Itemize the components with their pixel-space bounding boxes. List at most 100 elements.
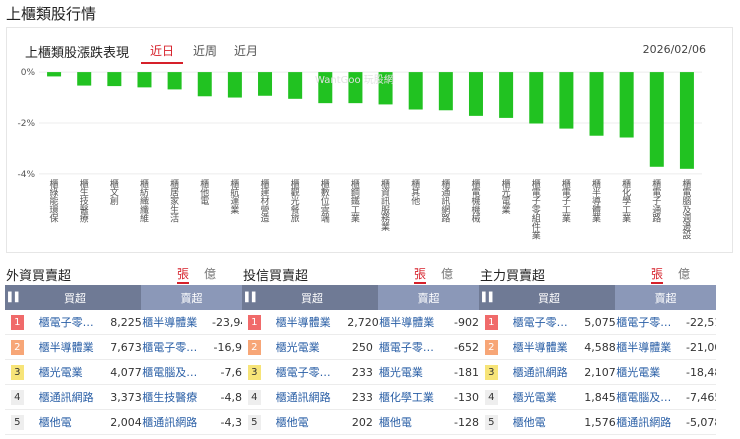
sell-value: -18,482 bbox=[685, 365, 716, 379]
sell-value: -7,6 bbox=[220, 365, 242, 379]
buy-sector-link[interactable]: 櫃他電 bbox=[512, 416, 546, 429]
tab-daily[interactable]: 近日 bbox=[150, 44, 175, 58]
buy-sector-link[interactable]: 櫃半導體業 bbox=[38, 341, 94, 354]
y-tick-label: -4% bbox=[17, 170, 35, 180]
sell-sector-link[interactable]: 櫃生技醫療 bbox=[142, 391, 198, 404]
bar bbox=[468, 72, 483, 116]
x-tick-label: 櫃航運業 bbox=[230, 178, 239, 216]
bar bbox=[649, 72, 664, 167]
bar bbox=[47, 72, 62, 77]
x-tick-label: 櫃資訊服務業 bbox=[381, 178, 390, 233]
x-tick-label: 櫃化學工業 bbox=[622, 178, 631, 224]
sell-value: -181 bbox=[454, 365, 479, 379]
buy-sector-link[interactable]: 櫃半導體業 bbox=[512, 341, 568, 354]
buy-sector-link[interactable]: 櫃電子零… bbox=[38, 316, 94, 329]
bar bbox=[499, 72, 514, 118]
buy-value: 250 bbox=[351, 340, 373, 354]
sell-header: 賣超 bbox=[615, 285, 716, 310]
section-title-main-force: 主力買賣超 bbox=[480, 269, 546, 284]
buy-value: 3,373 bbox=[110, 390, 142, 404]
x-tick-label: 櫃光電業 bbox=[502, 178, 511, 216]
table-row: 1 櫃半導體業 2,720 櫃半導體業 -902 bbox=[242, 310, 479, 335]
sector-bar-chart: 0% -2% -4% 櫃綠能環保 櫃生技醫療 櫃文創 櫃紡織纖維 櫃居家生活 櫃他電 櫃航運業 櫃建… bbox=[17, 68, 702, 242]
buy-sector-link[interactable]: 櫃通訊網路 bbox=[38, 391, 94, 404]
x-tick-label: 櫃綠能環保 bbox=[50, 178, 59, 224]
table-row: 5 櫃他電 2,004 櫃通訊網路 -4,3 bbox=[5, 410, 242, 435]
unit-yi-button[interactable]: 億 bbox=[204, 267, 217, 281]
x-tick-label: 櫃鋼鐵工業 bbox=[351, 178, 360, 224]
x-tick-label: 櫃文創 bbox=[110, 178, 119, 207]
bar-chart-icon: ▌▌ bbox=[8, 292, 22, 303]
sell-value: -21,000 bbox=[685, 340, 716, 354]
unit-zhang-button[interactable]: 張 bbox=[651, 267, 664, 281]
buy-sector-link[interactable]: 櫃電子零… bbox=[512, 316, 568, 329]
sell-sector-link[interactable]: 櫃半導體業 bbox=[379, 316, 435, 329]
buy-sector-link[interactable]: 櫃半導體業 bbox=[275, 316, 331, 329]
unit-yi-button[interactable]: 億 bbox=[678, 267, 691, 281]
table-row: 5 櫃他電 202 櫃他電 -128 bbox=[242, 410, 479, 435]
buy-sector-link[interactable]: 櫃光電業 bbox=[275, 341, 320, 354]
buy-sector-link[interactable]: 櫃他電 bbox=[38, 416, 72, 429]
buy-value: 7,673 bbox=[110, 340, 142, 354]
sell-sector-link[interactable]: 櫃通訊網路 bbox=[616, 416, 672, 429]
sell-header: 賣超 bbox=[141, 285, 242, 310]
main-force-table: ▌▌ 買超 賣超 1 櫃電子零… 5,075 櫃電子零… -22,519 2 櫃… bbox=[479, 285, 716, 435]
rank-badge: 4 bbox=[485, 389, 498, 405]
x-tick-label: 櫃半導體業 bbox=[592, 178, 601, 224]
x-tick-label: 櫃電子零組件業 bbox=[532, 178, 541, 242]
buy-sector-link[interactable]: 櫃通訊網路 bbox=[512, 366, 568, 379]
sell-value: -902 bbox=[454, 315, 479, 329]
x-tick-label: 櫃建材營造 bbox=[261, 178, 270, 224]
tab-weekly[interactable]: 近周 bbox=[193, 44, 218, 58]
buy-value: 1,576 bbox=[584, 415, 616, 429]
sell-value: -4,3 bbox=[220, 415, 242, 429]
rank-badge: 2 bbox=[248, 339, 261, 355]
sell-sector-link[interactable]: 櫃化學工業 bbox=[378, 391, 434, 404]
sell-sector-link[interactable]: 櫃他電 bbox=[378, 416, 412, 429]
y-tick-label: -2% bbox=[17, 119, 35, 129]
sell-sector-link[interactable]: 櫃電子零… bbox=[142, 341, 198, 354]
x-tick-label: 櫃居家生活 bbox=[170, 178, 179, 224]
sell-sector-link[interactable]: 櫃通訊網路 bbox=[142, 416, 198, 429]
rank-badge: 5 bbox=[485, 414, 498, 430]
buy-sector-link[interactable]: 櫃他電 bbox=[275, 416, 309, 429]
buy-sector-link[interactable]: 櫃光電業 bbox=[38, 366, 83, 379]
rank-badge: 5 bbox=[11, 414, 24, 430]
sector-chart-card: 0% -2% -4% 櫃綠能環保 櫃生技醫療 櫃文創 櫃紡織纖維 櫃居家生活 櫃他電 櫃航運業 櫃建… bbox=[6, 27, 733, 253]
table-row: 3 櫃通訊網路 2,107 櫃光電業 -18,482 bbox=[479, 360, 716, 385]
table-row: 2 櫃光電業 250 櫃電子零… -652 bbox=[242, 335, 479, 360]
sell-sector-link[interactable]: 櫃電腦及… bbox=[142, 366, 198, 379]
buy-sector-link[interactable]: 櫃光電業 bbox=[512, 391, 557, 404]
table-header: ▌▌ 買超 賣超 bbox=[5, 285, 242, 310]
sell-sector-link[interactable]: 櫃電子零… bbox=[378, 341, 434, 354]
bar bbox=[167, 72, 182, 90]
buy-header: ▌▌ 買超 bbox=[242, 285, 378, 310]
bar bbox=[258, 72, 273, 96]
unit-zhang-button[interactable]: 張 bbox=[414, 267, 427, 281]
buy-sector-link[interactable]: 櫃通訊網路 bbox=[275, 391, 331, 404]
bar bbox=[318, 72, 333, 104]
buy-header: ▌▌ 買超 bbox=[5, 285, 141, 310]
table-row: 1 櫃電子零… 5,075 櫃電子零… -22,519 bbox=[479, 310, 716, 335]
x-tick-label: 櫃觀光餐旅 bbox=[291, 178, 300, 224]
x-tick-label: 櫃生技醫療 bbox=[80, 178, 89, 224]
sell-sector-link[interactable]: 櫃半導體業 bbox=[616, 341, 672, 354]
unit-yi-button[interactable]: 億 bbox=[441, 267, 454, 281]
bar bbox=[619, 72, 634, 138]
unit-zhang-button[interactable]: 張 bbox=[177, 267, 190, 281]
buy-sector-link[interactable]: 櫃電子零… bbox=[275, 366, 331, 379]
x-tick-label: 櫃電機機械 bbox=[471, 178, 480, 224]
sell-value: -652 bbox=[454, 340, 479, 354]
y-tick-label: 0% bbox=[21, 68, 36, 78]
sell-sector-link[interactable]: 櫃半導體業 bbox=[142, 316, 198, 329]
sell-sector-link[interactable]: 櫃光電業 bbox=[378, 366, 423, 379]
x-tick-label: 櫃其他 bbox=[411, 178, 420, 207]
tab-monthly[interactable]: 近月 bbox=[234, 44, 259, 58]
sell-sector-link[interactable]: 櫃電子零… bbox=[616, 316, 672, 329]
sell-value: -4,8 bbox=[220, 390, 242, 404]
buy-value: 5,075 bbox=[584, 315, 616, 329]
buy-value: 2,004 bbox=[110, 415, 142, 429]
bar-chart-icon: ▌▌ bbox=[245, 292, 259, 303]
sell-sector-link[interactable]: 櫃光電業 bbox=[616, 366, 661, 379]
sell-sector-link[interactable]: 櫃電腦及… bbox=[616, 391, 672, 404]
